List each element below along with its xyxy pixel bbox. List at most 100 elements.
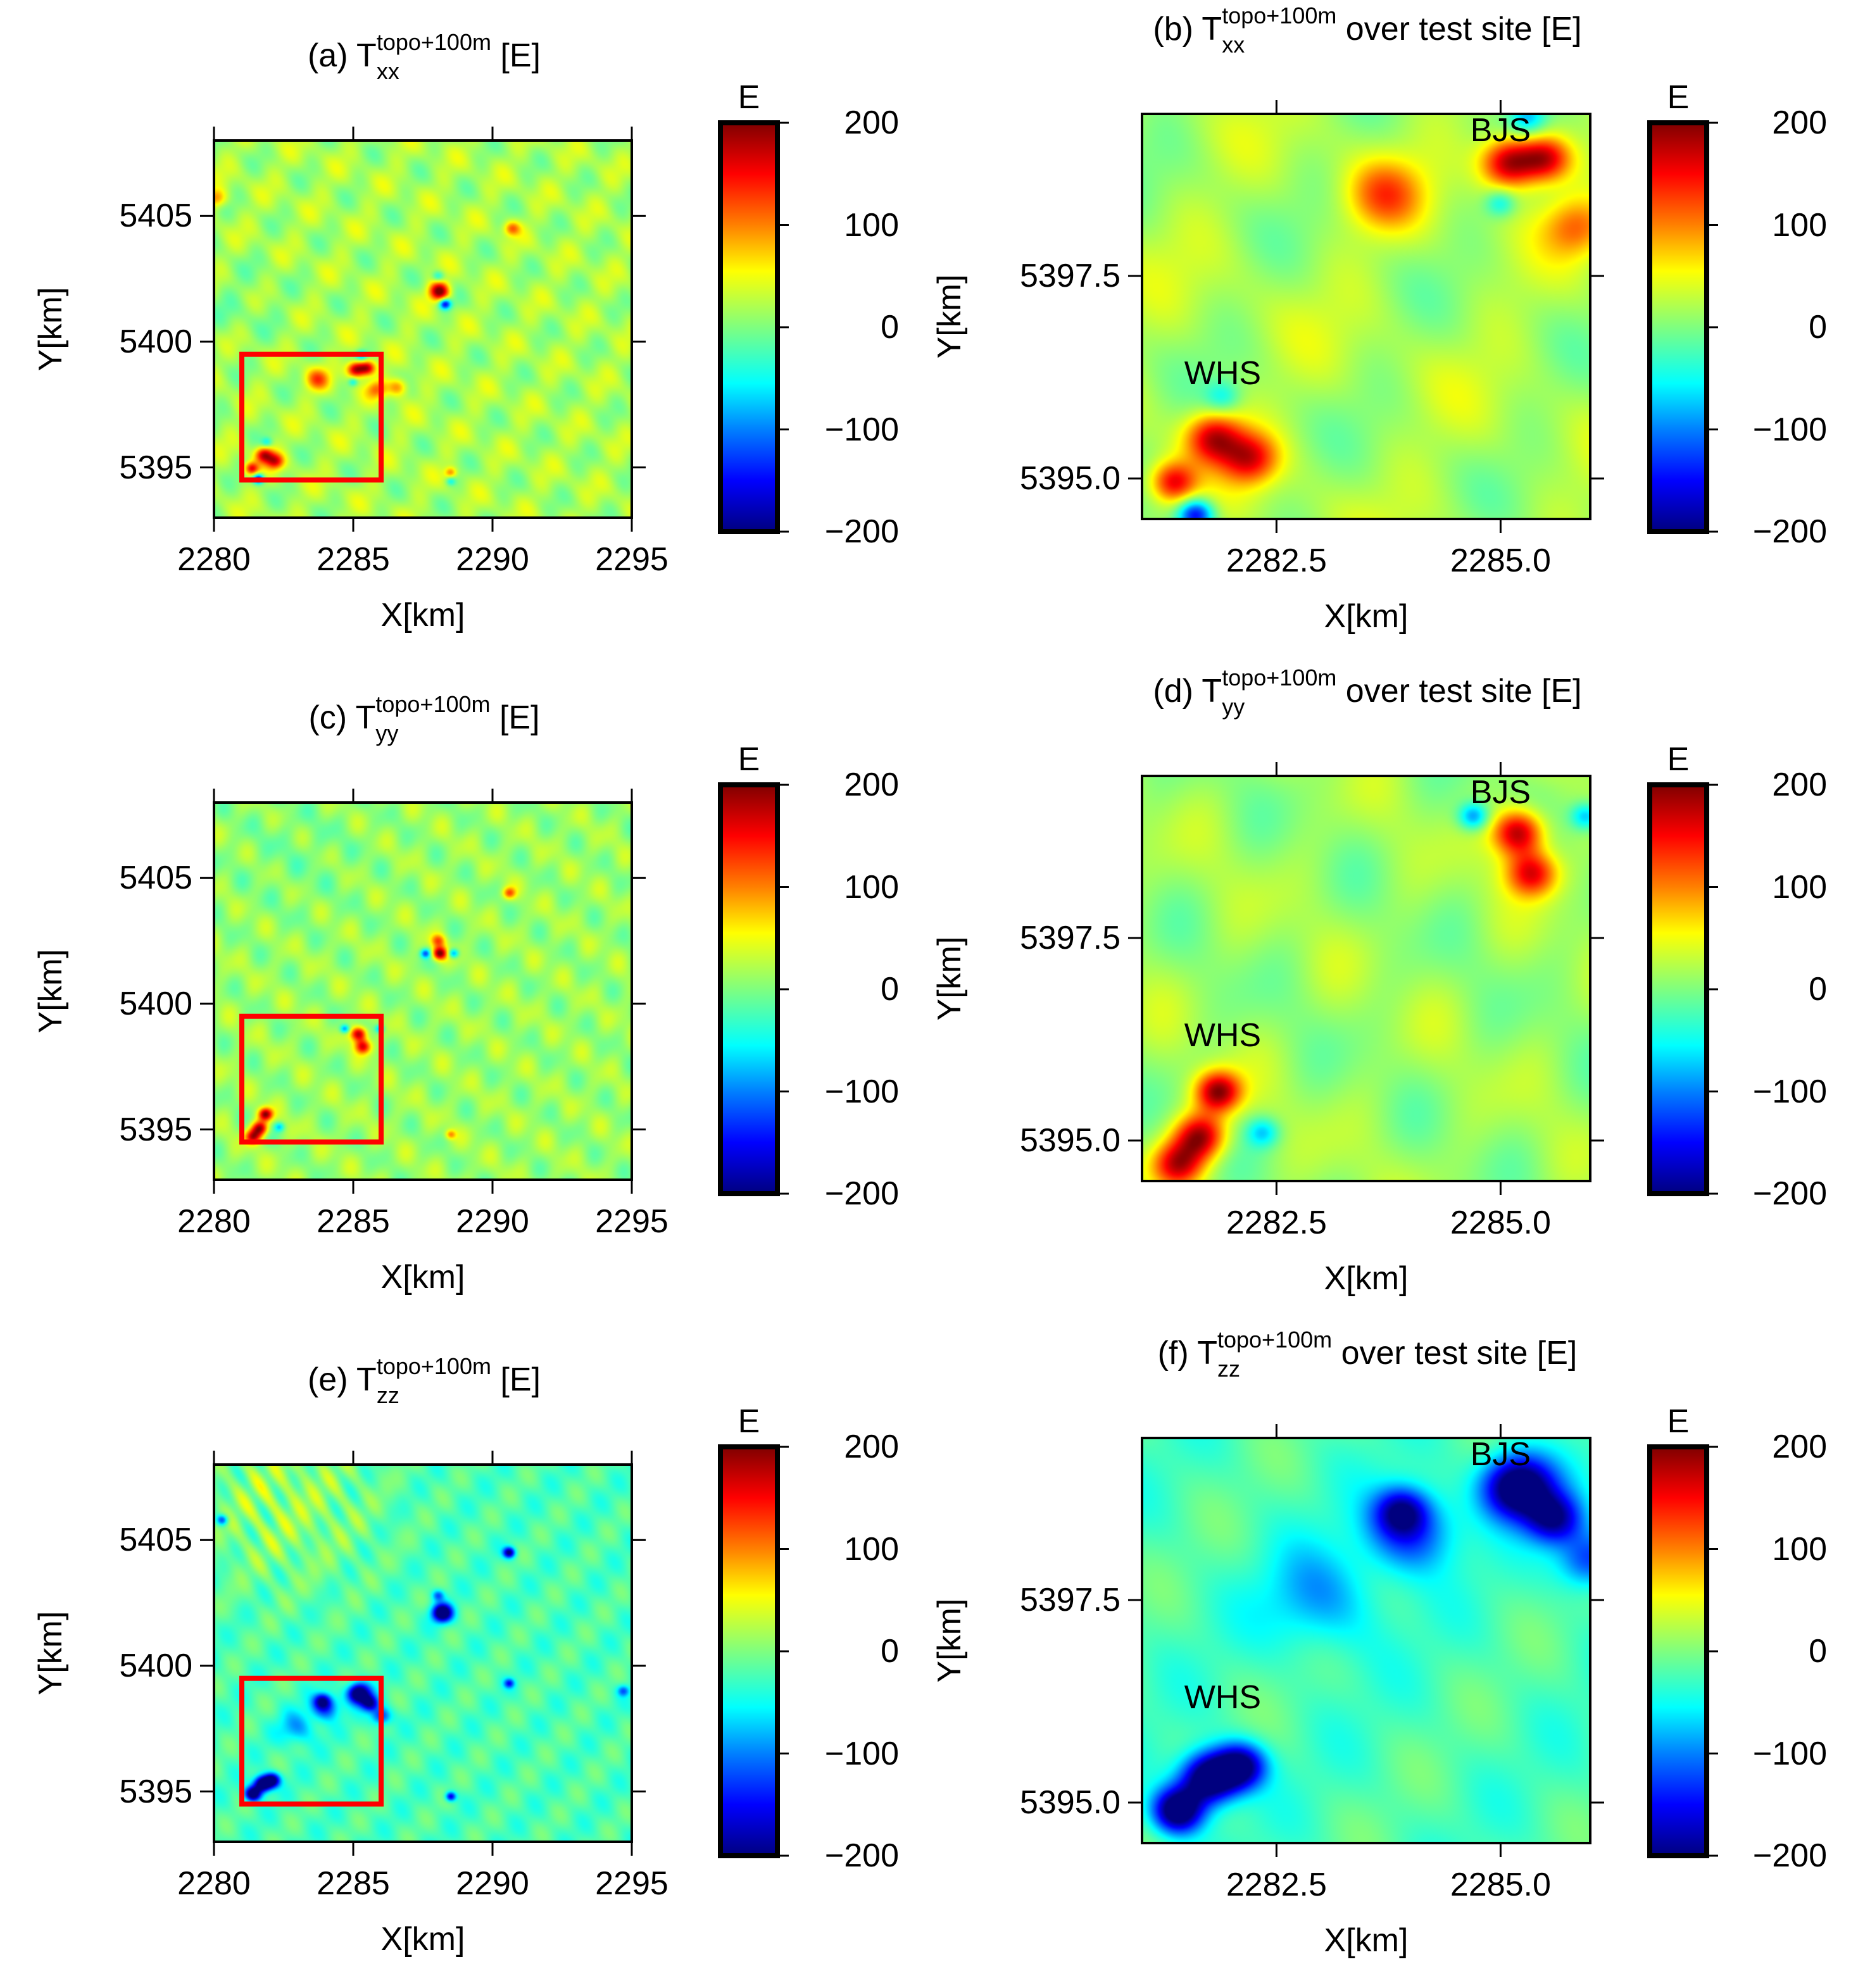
title-prefix: (c) T (308, 699, 376, 736)
axes-overlay (200, 120, 789, 534)
panel-b: (b) Ttopo+100m xx over test site [E] 2282.… (0, 0, 1858, 662)
axes-overlay (1128, 1424, 1718, 1858)
colorbar-tick-label: −100 (824, 1735, 899, 1772)
y-tick-label: 5400 (119, 323, 192, 360)
y-axis-label: Y[km] (931, 1598, 968, 1683)
colorbar-tick-label: 200 (844, 1428, 899, 1465)
colorbar-tick-label: −200 (1752, 513, 1827, 550)
test-site-box (239, 351, 384, 483)
colorbar (1647, 782, 1709, 1196)
y-tick-label: 5405 (119, 1522, 192, 1559)
title-scripts: topo+100m xx (1222, 4, 1336, 56)
y-tick-label: 5397.5 (1019, 258, 1120, 294)
site-label-whs: WHS (1184, 1016, 1262, 1054)
title-suffix: over test site [E] (1336, 673, 1582, 710)
title-prefix: (a) T (307, 37, 377, 74)
y-tick-label: 5395.0 (1019, 1122, 1120, 1159)
colorbar-tick-label: 100 (1772, 868, 1827, 906)
title-superscript: topo+100m (375, 691, 491, 717)
x-tick-label: 2280 (177, 1865, 251, 1902)
colorbar-tick-label: −200 (824, 1837, 899, 1874)
plot-frame (1141, 1437, 1591, 1844)
colorbar-tick-label: 100 (844, 206, 899, 244)
title-superscript: topo+100m (1222, 665, 1337, 691)
site-label-bjs: BJS (1470, 1435, 1531, 1473)
title-prefix: (e) T (307, 1361, 377, 1398)
title-superscript: topo+100m (1217, 1327, 1333, 1353)
title-subscript: xx (376, 58, 399, 84)
title-superscript: topo+100m (1222, 3, 1337, 28)
y-tick-label: 5400 (119, 1647, 192, 1684)
colorbar-label: E (1667, 1403, 1690, 1440)
x-tick-label: 2285.0 (1450, 542, 1551, 579)
title-scripts: topo+100m zz (377, 1355, 491, 1407)
title-suffix: over test site [E] (1336, 11, 1582, 47)
site-label-whs: WHS (1184, 1679, 1262, 1716)
y-tick-label: 5397.5 (1019, 920, 1120, 956)
x-axis-label: X[km] (380, 1259, 465, 1296)
panel-f: (f) Ttopo+100m zz over test site [E] 2282.… (0, 1324, 1858, 1986)
x-tick-label: 2282.5 (1226, 542, 1327, 579)
colorbar-tick-label: 200 (1772, 1428, 1827, 1465)
x-tick-label: 2295 (595, 1203, 669, 1240)
axes-overlay (1128, 100, 1718, 534)
y-tick-label: 5395 (119, 1773, 192, 1810)
title-prefix: (f) T (1157, 1335, 1217, 1372)
title-subscript: zz (1217, 1356, 1240, 1382)
panel-title: (b) Ttopo+100m xx over test site [E] (1051, 4, 1684, 56)
colorbar-tick-label: 200 (844, 104, 899, 141)
plot-frame (1141, 775, 1591, 1182)
test-site-box (239, 1013, 384, 1145)
colorbar-tick-label: −100 (1752, 411, 1827, 448)
title-scripts: topo+100m xx (377, 31, 491, 83)
colorbar-tick-label: 0 (1809, 971, 1827, 1008)
x-tick-label: 2285.0 (1450, 1204, 1551, 1241)
x-axis-label: X[km] (1324, 1260, 1409, 1297)
title-subscript: zz (376, 1382, 399, 1408)
plot-frame (213, 1463, 633, 1843)
x-tick-label: 2290 (456, 1865, 529, 1902)
title-suffix: [E] (490, 699, 540, 736)
title-prefix: (d) T (1153, 673, 1222, 710)
colorbar-tick-label: −100 (1752, 1073, 1827, 1110)
colorbar-label: E (738, 1403, 760, 1440)
title-prefix: (b) T (1153, 11, 1222, 47)
plot-frame (213, 139, 633, 519)
title-superscript: topo+100m (376, 29, 491, 55)
y-tick-label: 5400 (119, 985, 192, 1022)
colorbar-label: E (738, 79, 760, 116)
x-axis-label: X[km] (380, 597, 465, 634)
panel-title: (c) Ttopo+100m yy [E] (108, 693, 741, 745)
x-tick-label: 2285.0 (1450, 1866, 1551, 1903)
colorbar-tick-label: 200 (1772, 766, 1827, 803)
x-axis-label: X[km] (380, 1921, 465, 1958)
title-superscript: topo+100m (376, 1353, 491, 1379)
colorbar-tick-label: −200 (824, 1175, 899, 1212)
site-label-whs: WHS (1184, 354, 1262, 392)
title-subscript: yy (1222, 694, 1245, 720)
panel-c: (c) Ttopo+100m yy [E] 2280 2285 2290 2295 5395… (0, 662, 1858, 1324)
y-tick-label: 5405 (119, 860, 192, 897)
y-axis-label: Y[km] (931, 936, 968, 1021)
colorbar-tick-label: 0 (881, 309, 899, 346)
x-tick-label: 2282.5 (1226, 1866, 1327, 1903)
y-tick-label: 5395.0 (1019, 460, 1120, 497)
colorbar-label: E (1667, 79, 1690, 116)
title-subscript: yy (375, 720, 399, 746)
site-label-bjs: BJS (1470, 111, 1531, 149)
x-tick-label: 2290 (456, 541, 529, 578)
title-scripts: topo+100m yy (1222, 666, 1336, 718)
colorbar-label: E (738, 741, 760, 778)
panel-title: (f) Ttopo+100m zz over test site [E] (1051, 1328, 1684, 1380)
title-suffix: [E] (491, 1361, 541, 1398)
colorbar-tick-label: −100 (824, 1073, 899, 1110)
colorbar (1647, 1444, 1709, 1858)
y-tick-label: 5395.0 (1019, 1784, 1120, 1821)
x-tick-label: 2295 (595, 541, 669, 578)
x-tick-label: 2282.5 (1226, 1204, 1327, 1241)
x-tick-label: 2295 (595, 1865, 669, 1902)
x-axis-label: X[km] (1324, 1922, 1409, 1959)
colorbar-tick-label: 0 (881, 971, 899, 1008)
x-tick-label: 2280 (177, 1203, 251, 1240)
